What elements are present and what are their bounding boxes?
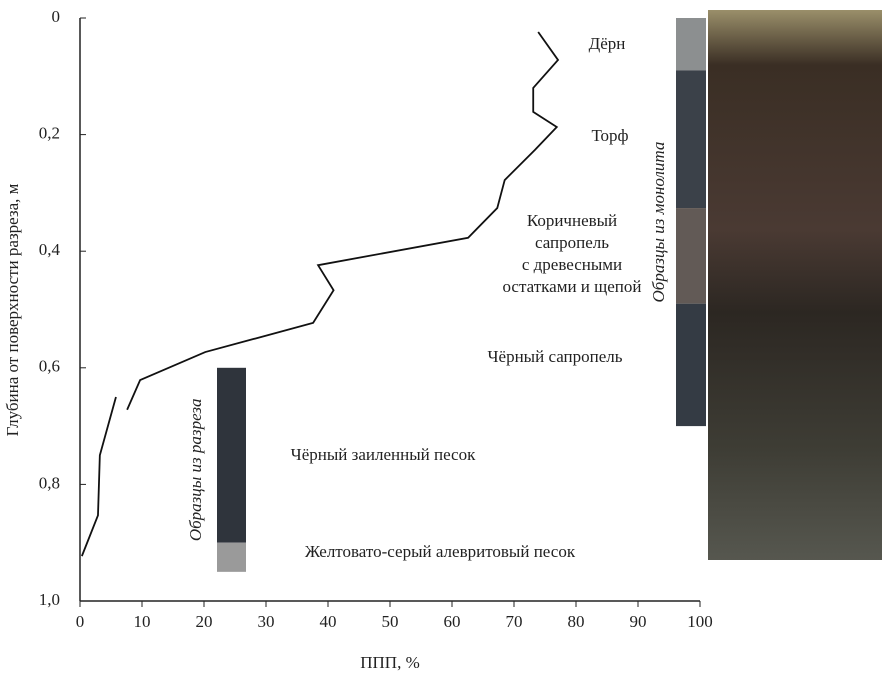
- sample-segment: [676, 18, 706, 71]
- layer-label: Чёрный заиленный песок: [291, 445, 476, 464]
- x-tick-label: 20: [196, 612, 213, 631]
- layer-label: Чёрный сапропель: [487, 347, 622, 366]
- x-tick-label: 70: [506, 612, 523, 631]
- layer-label: Дёрн: [589, 34, 626, 53]
- layer-label: Торф: [591, 126, 628, 145]
- layer-label: сапропель: [535, 233, 609, 252]
- sample-segment: [676, 303, 706, 427]
- sample-segment: [676, 208, 706, 304]
- y-tick-label: 0,4: [39, 240, 61, 259]
- layer-label: Коричневый: [527, 211, 617, 230]
- x-tick-label: 30: [258, 612, 275, 631]
- sample-segment: [217, 367, 246, 543]
- soil-photo: [708, 10, 882, 560]
- y-axis-label: Глубина от поверхности разреза, м: [3, 183, 22, 436]
- x-tick-label: 40: [320, 612, 337, 631]
- ppp-line: [126, 31, 560, 411]
- column-label: Образцы из разреза: [186, 398, 205, 541]
- layer-label: Желтовато-серый алевритовый песок: [305, 542, 576, 561]
- x-tick-label: 10: [134, 612, 151, 631]
- x-tick-label: 50: [382, 612, 399, 631]
- sample-segment: [676, 70, 706, 209]
- x-tick-label: 90: [630, 612, 647, 631]
- y-tick-label: 1,0: [39, 590, 60, 609]
- x-axis-label: ППП, %: [360, 653, 420, 672]
- layer-label: с древесными: [522, 255, 622, 274]
- y-tick-label: 0,6: [39, 357, 60, 376]
- layer-label: остатками и щепой: [503, 277, 642, 296]
- y-tick-label: 0: [52, 7, 61, 26]
- sample-segment: [217, 542, 246, 572]
- column-label: Образцы из монолита: [649, 142, 668, 303]
- x-tick-label: 0: [76, 612, 85, 631]
- y-tick-label: 0,2: [39, 124, 60, 143]
- y-tick-label: 0,8: [39, 473, 60, 492]
- x-tick-label: 80: [568, 612, 585, 631]
- x-tick-label: 60: [444, 612, 461, 631]
- x-tick-label: 100: [687, 612, 713, 631]
- ppp-line: [81, 396, 117, 557]
